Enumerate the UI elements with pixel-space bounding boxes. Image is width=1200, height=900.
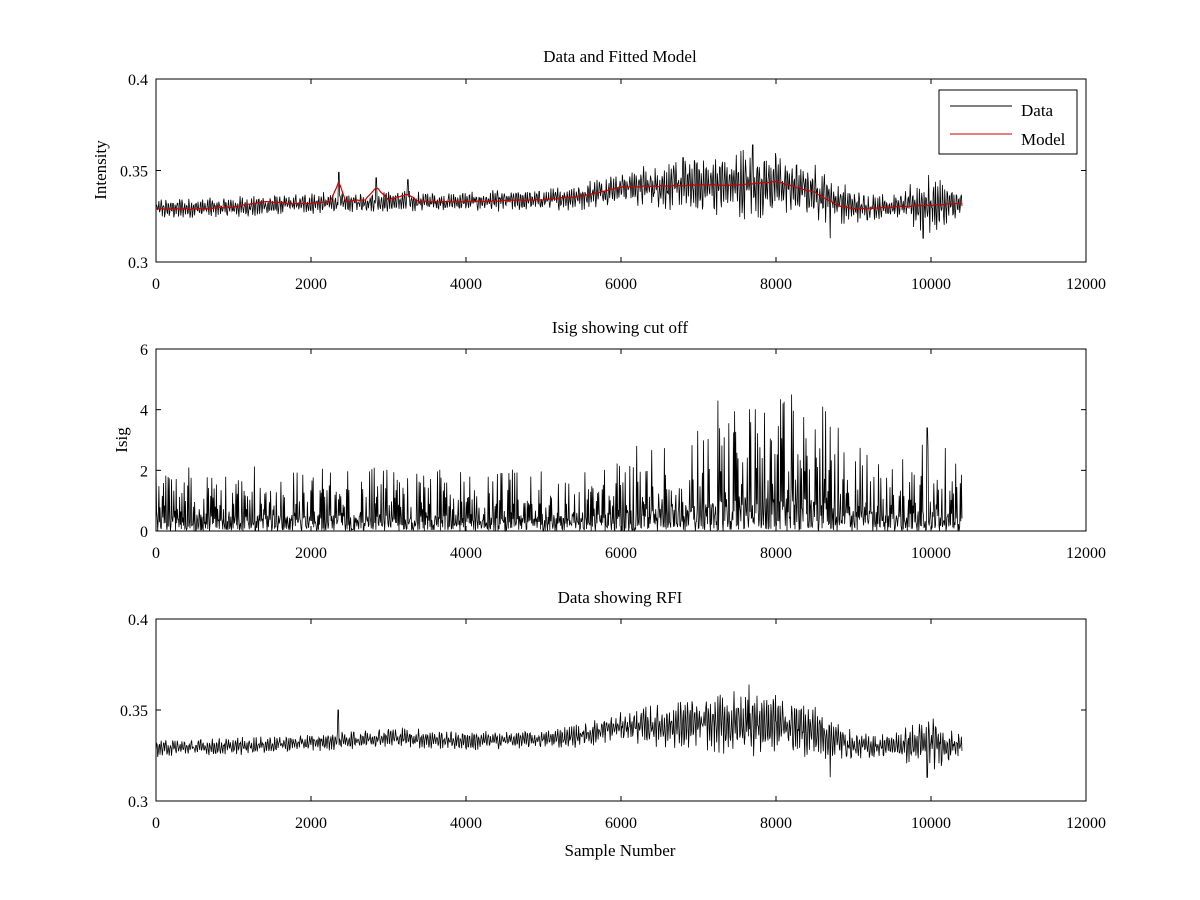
y-axis-label: Intensity <box>91 140 110 200</box>
x-tick-label: 4000 <box>450 276 482 293</box>
y-tick-label: 0 <box>140 524 148 541</box>
series-line-trace <box>155 684 963 778</box>
legend-box <box>938 89 1078 155</box>
tick-layer: 0 2000 4000 6000 8000 10000 12000 0 2 4 6 <box>140 342 1106 562</box>
x-axis-label: Sample Number <box>565 841 676 860</box>
y-tick-label: 4 <box>140 403 148 420</box>
y-tick-label: 0.35 <box>120 703 148 720</box>
y-tick-label: 0.4 <box>128 72 148 89</box>
x-tick-label: 12000 <box>1066 815 1106 832</box>
x-tick-label: 6000 <box>605 276 637 293</box>
x-tick-label: 4000 <box>450 815 482 832</box>
x-tick-label: 0 <box>152 545 160 562</box>
y-tick-label: 0.4 <box>128 612 148 629</box>
tick-layer: 0 2000 4000 6000 8000 10000 12000 0.3 0.35 0.4 <box>120 612 1106 832</box>
subplot-data-and-fitted-model: Data and Fitted Model 0 2000 4000 6000 8000 1… <box>91 47 1106 293</box>
series-layer <box>155 684 963 778</box>
y-tick-label: 2 <box>140 463 148 480</box>
x-tick-label: 8000 <box>760 545 792 562</box>
x-tick-label: 8000 <box>760 276 792 293</box>
x-tick-label: 0 <box>152 815 160 832</box>
x-tick-label: 6000 <box>605 815 637 832</box>
legend: Data Model <box>938 89 1078 155</box>
x-tick-label: 12000 <box>1066 545 1106 562</box>
x-tick-label: 10000 <box>911 815 951 832</box>
legend-label-model: Model <box>1021 130 1066 149</box>
subplot-isig-showing-cut-off: Isig showing cut off 0 2000 4000 6000 8000 10… <box>112 318 1106 562</box>
x-tick-label: 4000 <box>450 545 482 562</box>
y-tick-label: 0.3 <box>128 794 148 811</box>
legend-label-data: Data <box>1021 101 1054 120</box>
series-layer <box>155 394 963 533</box>
y-tick-label: 0.35 <box>120 164 148 181</box>
tick-layer: 0 2000 4000 6000 8000 10000 12000 0.3 0.35 0.4 <box>120 72 1106 293</box>
series-layer <box>155 144 963 239</box>
x-tick-label: 0 <box>152 276 160 293</box>
x-tick-label: 2000 <box>295 815 327 832</box>
subplot-data-showing-rfi: Data showing RFI 0 2000 4000 6000 8000 10000 1… <box>120 588 1106 860</box>
x-tick-label: 8000 <box>760 815 792 832</box>
x-tick-label: 6000 <box>605 545 637 562</box>
series-line-model <box>155 180 963 211</box>
y-axis-label: Isig <box>112 427 131 453</box>
x-tick-label: 2000 <box>295 545 327 562</box>
series-line-trace <box>155 394 963 533</box>
y-tick-label: 6 <box>140 342 148 359</box>
y-tick-label: 0.3 <box>128 255 148 272</box>
x-tick-label: 12000 <box>1066 276 1106 293</box>
subplot-title: Data showing RFI <box>558 588 683 607</box>
x-tick-label: 10000 <box>911 545 951 562</box>
x-tick-label: 10000 <box>911 276 951 293</box>
x-tick-label: 2000 <box>295 276 327 293</box>
subplot-title: Data and Fitted Model <box>543 47 697 66</box>
subplot-title: Isig showing cut off <box>552 318 688 337</box>
